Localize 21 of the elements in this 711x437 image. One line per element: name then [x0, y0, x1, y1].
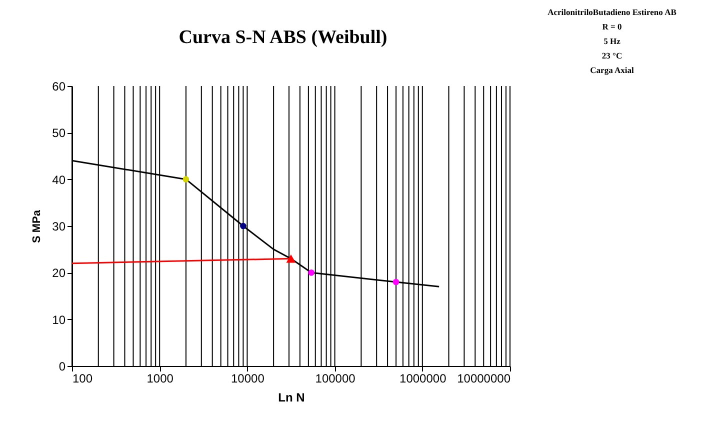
y-tick-label: 30: [52, 220, 66, 234]
x-tick-label: 100000: [315, 372, 356, 386]
y-tick-label: 50: [52, 126, 66, 140]
text: 5 Hz: [604, 36, 621, 46]
x-tick-label: 100: [72, 372, 93, 386]
text: R = 0: [602, 22, 622, 32]
chart-title: Curva S-N ABS (Weibull): [178, 27, 388, 48]
text: Carga Axial: [590, 65, 634, 75]
y-tick-label: 60: [52, 80, 66, 94]
x-tick-label: 1000: [146, 372, 174, 386]
y-tick-label: 20: [52, 266, 66, 280]
x-tick-label: 10000: [231, 372, 265, 386]
y-tick-label: 40: [52, 172, 66, 187]
text: 23 °C: [602, 50, 622, 60]
x-tick-label: 1000000: [400, 372, 447, 386]
y-tick-label: 0: [58, 360, 66, 374]
y-axis-title: S MPa: [31, 209, 44, 244]
y-tick-label: 10: [52, 312, 66, 327]
x-tick-label: 10000000: [457, 372, 511, 386]
text: AcrilonitriloButadieno Estireno AB: [548, 7, 677, 17]
x-axis-title: Ln N: [278, 390, 305, 404]
